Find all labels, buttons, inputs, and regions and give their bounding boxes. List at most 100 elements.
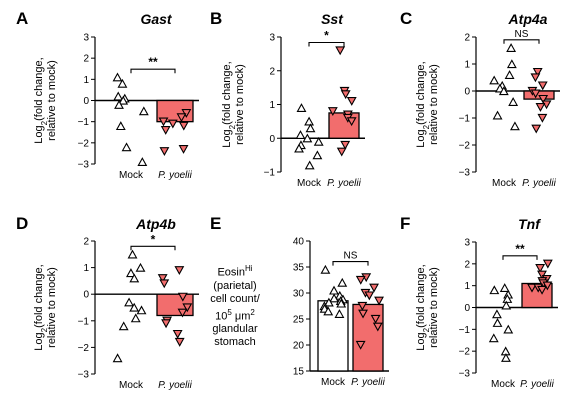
chart-title: Sst <box>321 11 344 27</box>
y-tick-label: −2 <box>459 141 471 152</box>
point-treatment <box>172 329 183 339</box>
y-tick-label: −3 <box>459 369 471 380</box>
y-axis-label-line: Log2(fold change, <box>415 264 431 350</box>
point-mock <box>329 285 339 295</box>
y-axis-label: EosinHi (parietal) cell count/105 μm2 gland… <box>200 262 270 349</box>
point-mock <box>118 95 129 105</box>
point-mock <box>501 300 512 310</box>
point-mock <box>138 106 149 116</box>
y-axis-label-line: (parietal) <box>213 279 257 292</box>
y-tick-label: 35 <box>293 263 305 274</box>
y-axis-label-line: relative to mock) <box>234 64 246 145</box>
y-tick-label: 0 <box>464 87 470 98</box>
y-tick-label: 40 <box>293 237 305 248</box>
y-tick-label: 1 <box>83 263 89 274</box>
y-tick-label: 2 <box>464 33 470 44</box>
point-mock <box>121 142 132 152</box>
panel-c: C Atp4a −3 −2 −1 0 1 2 NS Mock P. yoelii Log2(fold … <box>386 0 578 204</box>
x-category-label: P. yoelii <box>158 170 193 181</box>
y-axis-label-log: Log <box>221 129 233 147</box>
point-treatment <box>537 81 548 91</box>
point-treatment <box>176 113 187 123</box>
point-mock <box>334 309 345 318</box>
y-axis-label-line: relative to mock) <box>46 60 58 141</box>
y-tick-label: −1 <box>459 114 471 125</box>
point-mock <box>305 123 316 133</box>
point-mock <box>492 309 502 319</box>
point-mock <box>312 150 323 160</box>
significance-label: * <box>324 29 329 43</box>
point-treatment <box>167 119 178 129</box>
chart-title: Atp4a <box>508 11 548 27</box>
point-treatment <box>370 314 381 324</box>
point-mock <box>504 70 515 79</box>
point-mock <box>135 262 146 272</box>
x-category-label: P. yoelii <box>351 377 386 388</box>
point-mock <box>130 313 141 323</box>
y-axis-label-line: Log2(fold change, <box>415 61 431 147</box>
y-tick-label: 0 <box>83 96 89 107</box>
point-mock <box>492 318 503 327</box>
point-mock <box>501 352 511 362</box>
significance-bracket <box>502 255 538 260</box>
point-treatment <box>531 124 542 134</box>
point-mock <box>506 59 517 69</box>
point-mock <box>506 43 517 52</box>
y-axis-label-line: Log2(fold change, <box>33 57 49 143</box>
point-treatment <box>182 303 193 313</box>
y-tick-label: 15 <box>293 367 305 378</box>
point-mock <box>304 160 315 170</box>
panel-letter: D <box>16 214 28 233</box>
y-tick-label: −3 <box>78 370 90 381</box>
y-axis-label-line: relative to mock) <box>46 267 58 348</box>
y-tick-label: 1 <box>83 75 89 86</box>
y-axis-label-line: Log2(fold change, <box>221 61 237 147</box>
point-mock <box>126 268 136 278</box>
point-mock <box>295 130 306 140</box>
significance-bracket <box>503 39 540 44</box>
point-mock <box>489 75 500 85</box>
y-axis-label-line: EosinHi <box>217 264 253 279</box>
point-mock <box>113 91 124 101</box>
y-tick-label: 25 <box>293 315 305 326</box>
y-axis-label-sub: 2 <box>422 327 431 332</box>
point-mock <box>124 297 135 307</box>
point-mock <box>137 157 148 167</box>
point-treatment <box>178 121 189 131</box>
y-tick-label: 2 <box>83 237 89 248</box>
y-tick-label: −2 <box>459 347 471 358</box>
significance-label: NS <box>344 251 358 262</box>
y-axis-label-log: Log <box>415 129 427 147</box>
y-axis-label-line: cell count/ <box>210 292 260 305</box>
x-category-label: Mock <box>119 380 144 391</box>
point-mock <box>117 78 128 88</box>
point-mock <box>492 110 503 120</box>
point-mock <box>302 133 313 143</box>
significance-label: ** <box>148 55 158 69</box>
point-treatment <box>157 274 168 283</box>
point-mock <box>294 143 304 153</box>
y-axis-label-sub: 2 <box>422 124 431 129</box>
point-mock <box>336 298 347 308</box>
y-axis-label-sub: 2 <box>40 327 49 332</box>
point-mock <box>129 302 140 312</box>
point-mock <box>304 116 315 126</box>
point-treatment <box>532 67 543 77</box>
y-tick-label: 0 <box>83 290 89 301</box>
chart-title: Gast <box>140 11 172 27</box>
y-axis-label-sub: 2 <box>228 124 237 129</box>
y-tick-label: 3 <box>83 33 89 44</box>
point-treatment <box>355 340 366 350</box>
point-treatment <box>340 140 351 150</box>
point-mock <box>508 97 519 106</box>
point-mock <box>488 333 499 343</box>
y-tick-label: 1 <box>464 281 470 292</box>
x-category-label: Mock <box>297 178 322 189</box>
x-category-label: P. yoelii <box>520 379 555 390</box>
point-treatment <box>340 90 351 100</box>
significance-label: * <box>151 232 156 246</box>
